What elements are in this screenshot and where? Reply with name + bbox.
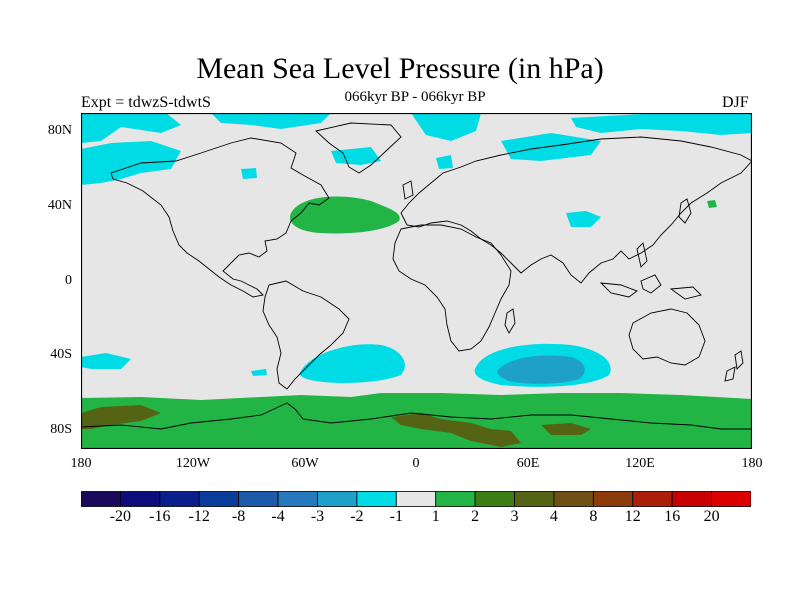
north-atlantic-positive-anomaly	[290, 196, 400, 234]
lon-label-60w: 60W	[291, 456, 319, 471]
lon-label-120w: 120W	[175, 456, 211, 471]
season-label: DJF	[722, 94, 749, 111]
colorbar-label: -20	[109, 508, 132, 525]
ross-sea-strong-positive-patch	[81, 405, 161, 429]
colorbar-label: 4	[549, 508, 558, 525]
north-pacific-positive-patch	[707, 200, 717, 208]
colorbar-box	[592, 491, 634, 507]
colorbar-label: -1	[389, 508, 403, 525]
colorbar-label: 8	[589, 508, 598, 525]
colorbar-box	[395, 491, 437, 507]
lon-label-60e: 60E	[516, 456, 540, 471]
coastlines	[81, 122, 752, 430]
colorbar-label: 3	[510, 508, 519, 525]
colorbar-box	[317, 491, 358, 507]
lon-label-180w: 180	[70, 456, 92, 471]
arctic-negative-anomaly	[81, 113, 752, 227]
colorbar-label: 20	[703, 508, 720, 525]
antarctic-strong-positive-patch-east	[541, 423, 591, 435]
colorbar-box	[435, 491, 476, 507]
colorbar-label: 12	[624, 508, 641, 525]
colorbar-label: -12	[188, 508, 210, 525]
map-subtitle: 066kyr BP - 066kyr BP	[344, 89, 486, 105]
antarctic-strong-positive-patch	[391, 413, 521, 447]
colorbar-label: 16	[664, 508, 681, 525]
lat-label-80s: 80S	[50, 422, 72, 437]
colorbar-box	[553, 491, 594, 507]
colorbar-label: -3	[310, 508, 325, 525]
colorbar-label: -4	[271, 508, 285, 525]
colorbar-box	[238, 491, 279, 507]
south-pacific-negative-patch-small	[251, 369, 267, 376]
south-pacific-negative-patch	[81, 353, 131, 369]
colorbar-label: 1	[431, 508, 440, 525]
colorbar-box	[198, 491, 240, 507]
colorbar-boxes	[81, 491, 751, 507]
indian-ocean-strong-negative-core	[497, 355, 585, 384]
colorbar-label: -8	[231, 508, 246, 525]
colorbar-box	[632, 491, 673, 507]
map-panel	[81, 113, 752, 449]
colorbar-box	[356, 491, 397, 507]
colorbar-box	[514, 491, 555, 507]
colorbar-box	[159, 491, 200, 507]
lon-label-180e: 180	[741, 456, 763, 471]
south-atlantic-negative-anomaly	[299, 344, 405, 383]
lon-label-0: 0	[412, 456, 420, 471]
lat-label-80n: 80N	[47, 123, 72, 138]
colorbar	[81, 491, 751, 507]
colorbar-box	[474, 491, 515, 507]
map-frame	[81, 113, 752, 449]
experiment-label: Expt = tdwzS-tdwtS	[81, 94, 211, 111]
colorbar-label: 2	[471, 508, 480, 525]
colorbar-box	[277, 491, 318, 507]
lat-label-0: 0	[65, 273, 72, 288]
map-title: Mean Sea Level Pressure (in hPa)	[196, 52, 604, 85]
colorbar-label: -2	[350, 508, 364, 525]
colorbar-box	[671, 491, 712, 507]
lon-label-120e: 120E	[625, 456, 655, 471]
lat-label-40n: 40N	[47, 198, 72, 213]
colorbar-box	[81, 491, 121, 507]
lat-label-40s: 40S	[50, 347, 72, 362]
colorbar-box	[711, 491, 751, 507]
colorbar-label: -16	[149, 508, 171, 525]
colorbar-box	[120, 491, 161, 507]
